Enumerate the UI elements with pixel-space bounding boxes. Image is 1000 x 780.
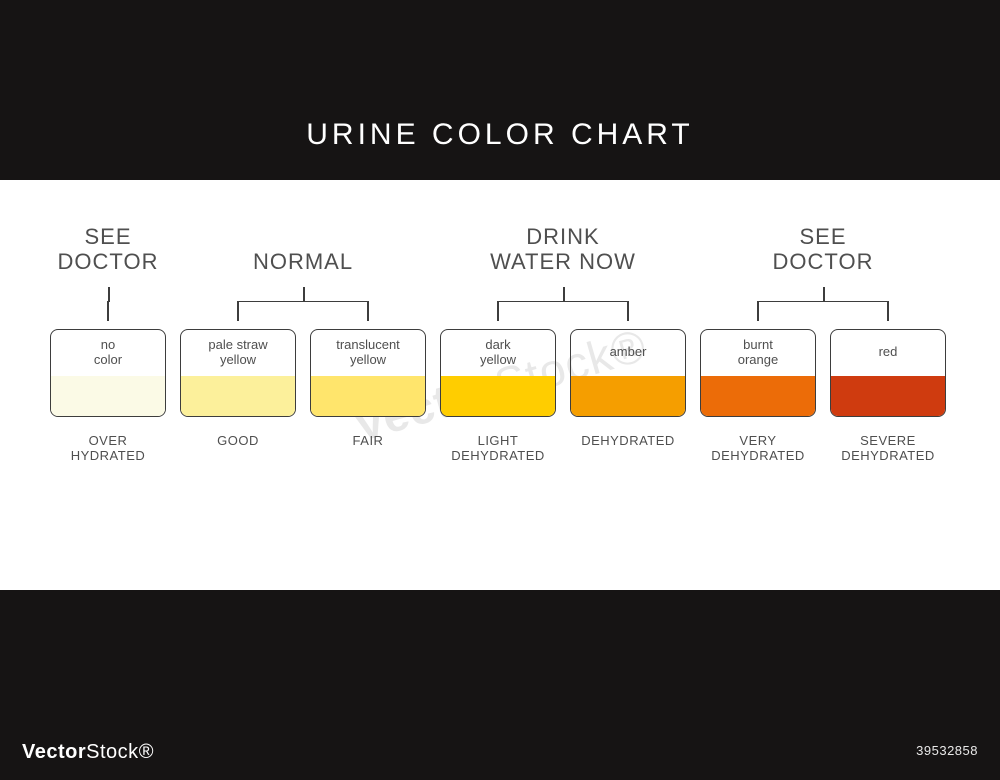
groups-row: SEE DOCTOR NORMAL DRINK WATER NOW SEE DOCTO… xyxy=(50,224,950,321)
bracket xyxy=(50,287,166,321)
color-label: amber xyxy=(571,330,685,376)
status-label: DEHYDRATED xyxy=(581,433,675,449)
image-id: 39532858 xyxy=(916,743,978,758)
group-label: SEE DOCTOR xyxy=(773,224,874,275)
color-box: burnt orange xyxy=(700,329,816,417)
bracket xyxy=(440,287,686,321)
color-item: translucent yellow FAIR xyxy=(310,329,426,464)
group-label: NORMAL xyxy=(253,249,353,274)
status-label: FAIR xyxy=(353,433,384,449)
group-label: SEE DOCTOR xyxy=(58,224,159,275)
color-box: red xyxy=(830,329,946,417)
color-item: pale straw yellow GOOD xyxy=(180,329,296,464)
color-swatch xyxy=(831,376,945,416)
color-swatch xyxy=(181,376,295,416)
color-swatch xyxy=(701,376,815,416)
bracket xyxy=(700,287,946,321)
color-box: translucent yellow xyxy=(310,329,426,417)
color-item: burnt orange VERY DEHYDRATED xyxy=(700,329,816,464)
chart-title: URINE COLOR CHART xyxy=(306,118,693,152)
color-label: red xyxy=(831,330,945,376)
color-label: dark yellow xyxy=(441,330,555,376)
status-label: SEVERE DEHYDRATED xyxy=(841,433,935,464)
group: DRINK WATER NOW xyxy=(440,224,686,321)
color-box: no color xyxy=(50,329,166,417)
color-swatch xyxy=(51,376,165,416)
header-band: URINE COLOR CHART xyxy=(0,0,1000,180)
color-swatch xyxy=(441,376,555,416)
color-item: dark yellow LIGHT DEHYDRATED xyxy=(440,329,556,464)
color-box: amber xyxy=(570,329,686,417)
watermark-logo: VectorStock® xyxy=(22,741,154,764)
status-label: OVER HYDRATED xyxy=(71,433,146,464)
items-row: no color OVER HYDRATED pale straw yellow GO… xyxy=(50,329,950,464)
color-item: amber DEHYDRATED xyxy=(570,329,686,464)
footer-band: VectorStock® 39532858 xyxy=(0,590,1000,780)
color-label: burnt orange xyxy=(701,330,815,376)
color-label: pale straw yellow xyxy=(181,330,295,376)
status-label: GOOD xyxy=(217,433,259,449)
status-label: VERY DEHYDRATED xyxy=(711,433,805,464)
group-label: DRINK WATER NOW xyxy=(490,224,636,275)
status-label: LIGHT DEHYDRATED xyxy=(451,433,545,464)
group: NORMAL xyxy=(180,249,426,320)
color-swatch xyxy=(571,376,685,416)
color-label: translucent yellow xyxy=(311,330,425,376)
bracket xyxy=(180,287,426,321)
color-label: no color xyxy=(51,330,165,376)
color-item: red SEVERE DEHYDRATED xyxy=(830,329,946,464)
chart-area: VectorStock® SEE DOCTORNORMALDRINK WATER… xyxy=(0,180,1000,590)
chart: SEE DOCTOR NORMAL DRINK WATER NOW SEE DOCTO… xyxy=(0,180,1000,464)
color-box: dark yellow xyxy=(440,329,556,417)
color-item: no color OVER HYDRATED xyxy=(50,329,166,464)
color-swatch xyxy=(311,376,425,416)
color-box: pale straw yellow xyxy=(180,329,296,417)
group: SEE DOCTOR xyxy=(50,224,166,321)
group: SEE DOCTOR xyxy=(700,224,946,321)
